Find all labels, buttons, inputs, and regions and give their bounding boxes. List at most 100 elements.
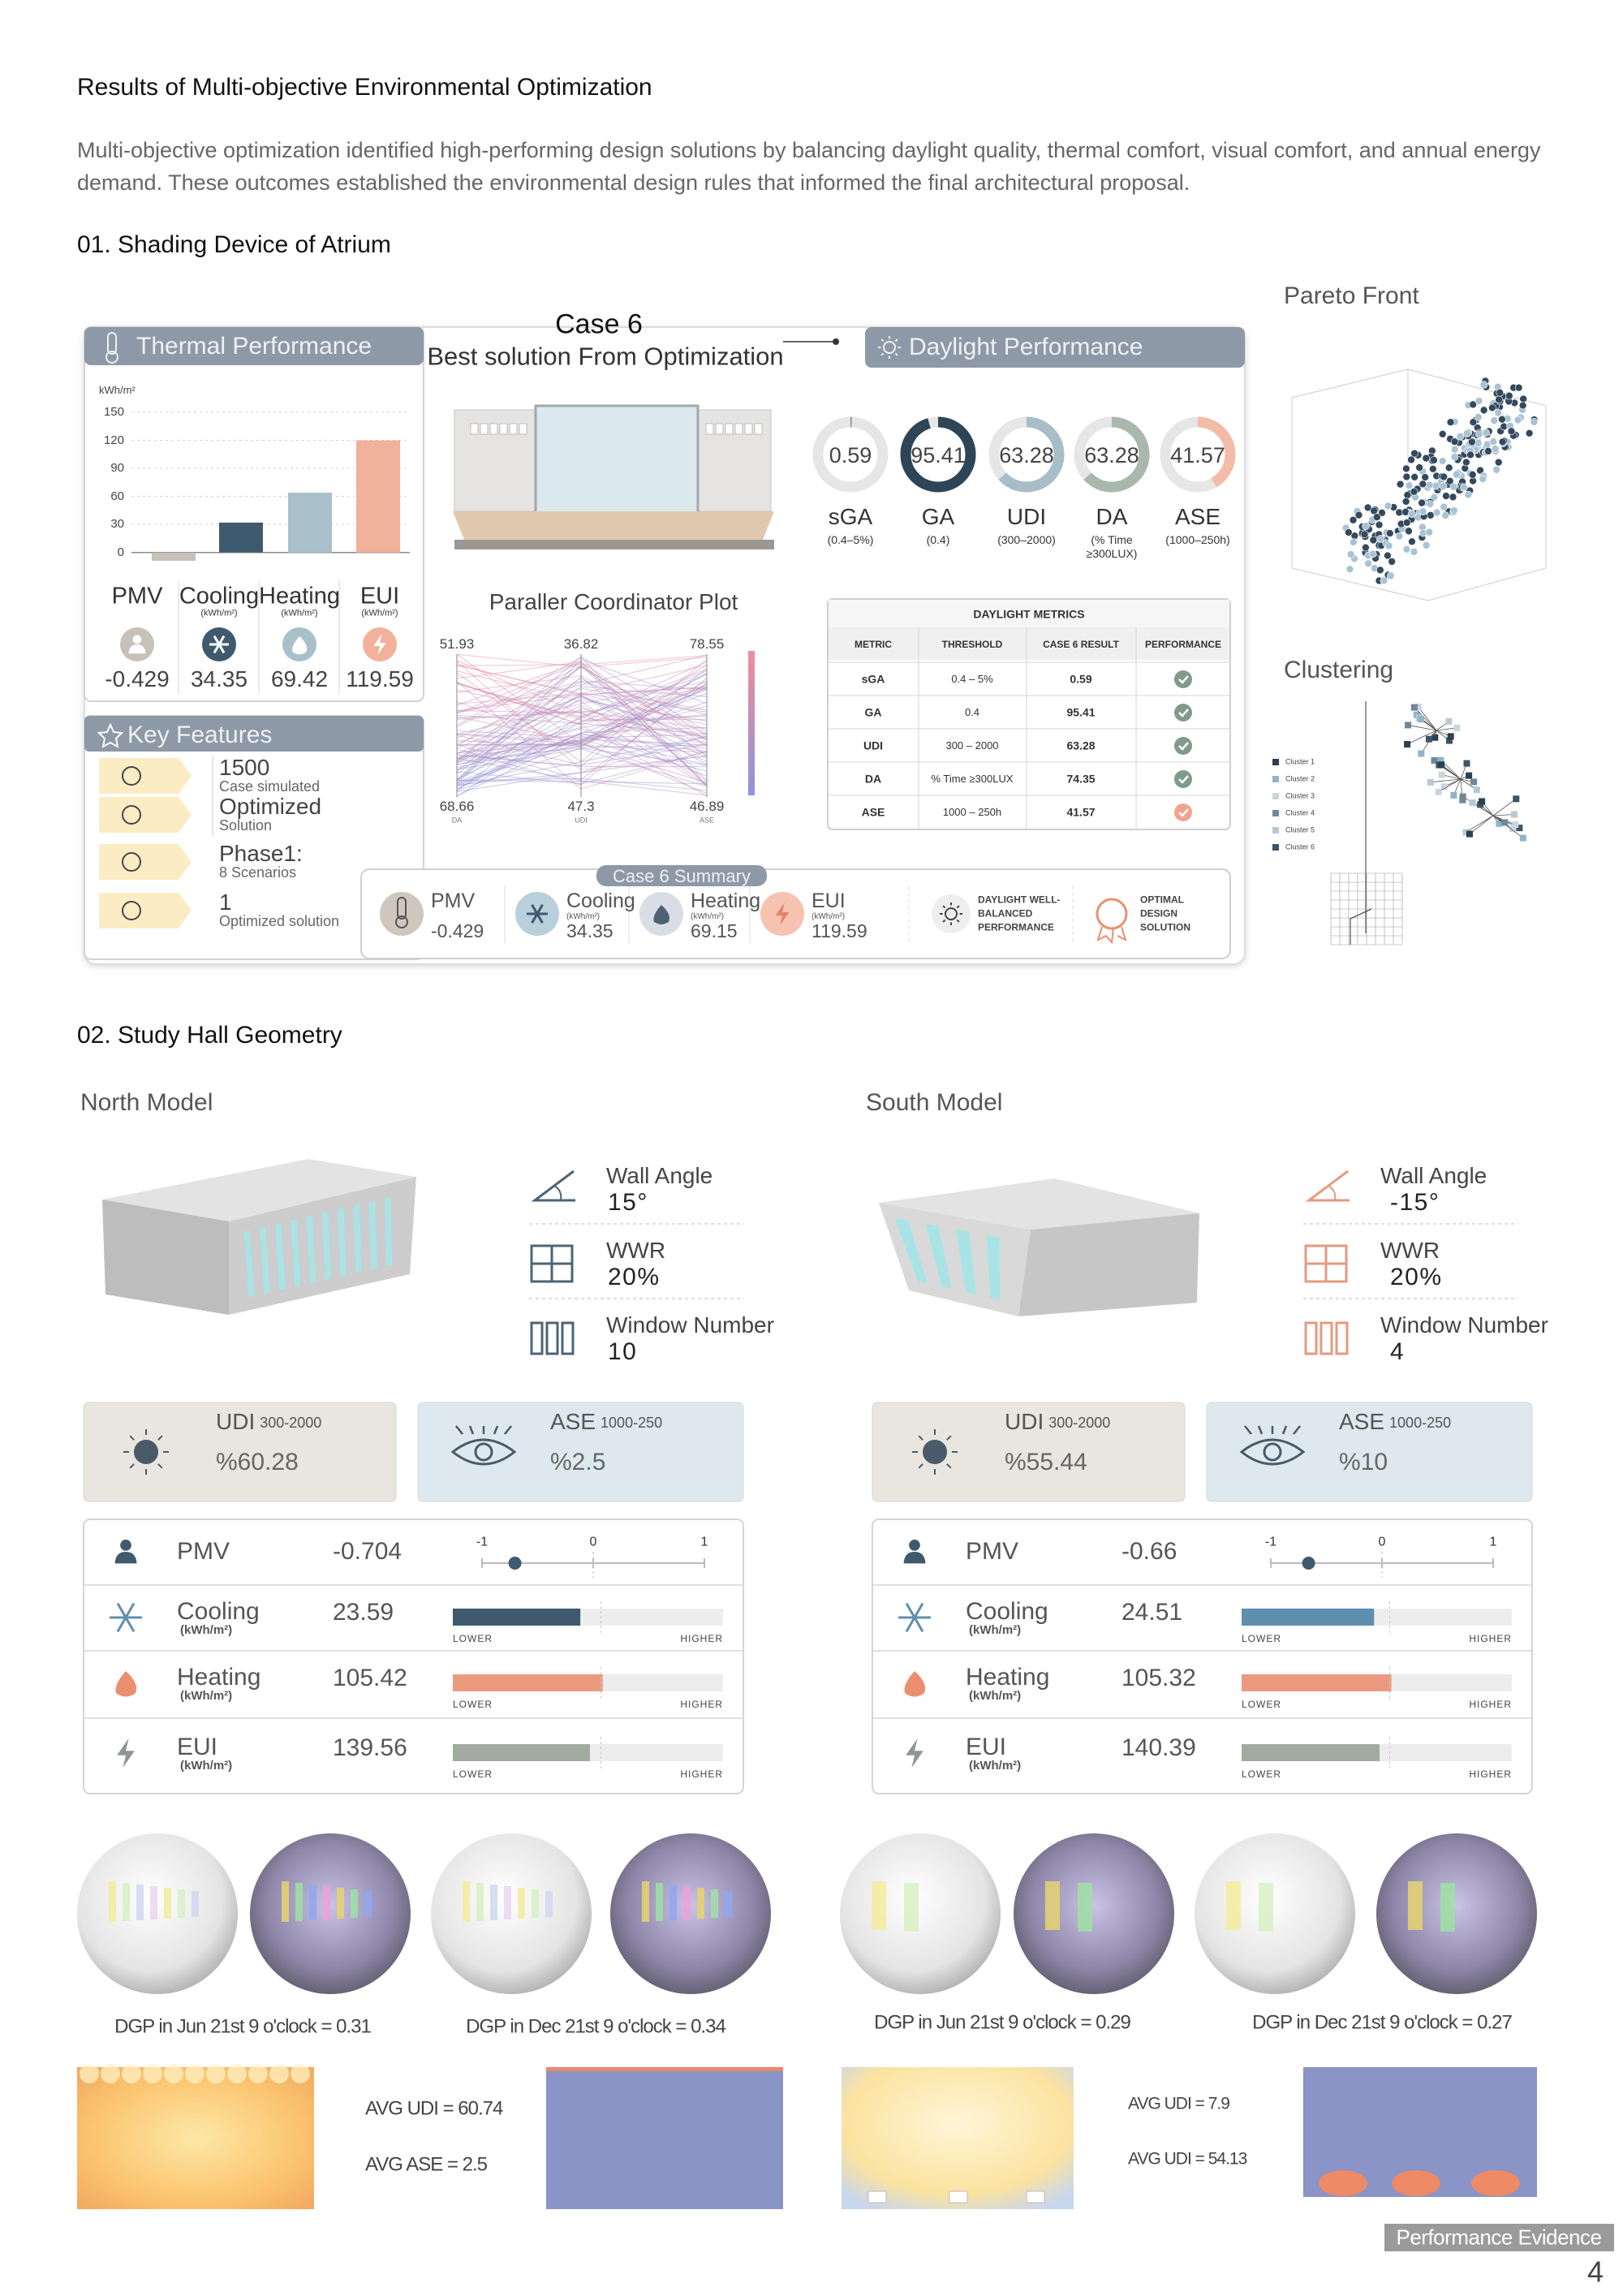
pareto-point [1349, 515, 1358, 524]
pareto-point [1476, 466, 1484, 475]
render-window [463, 1881, 470, 1922]
pareto-point [1410, 473, 1419, 481]
text: 4 [1586, 2255, 1604, 2289]
pareto-point [1498, 437, 1507, 446]
pareto-point [1513, 416, 1522, 424]
building [534, 404, 700, 517]
card [83, 1402, 397, 1502]
check [1174, 737, 1192, 755]
icon [653, 905, 669, 925]
render-window [476, 1883, 484, 1921]
building [734, 423, 743, 435]
pareto-point [1376, 535, 1385, 543]
pareto-point [1438, 457, 1447, 465]
icon [909, 1540, 920, 1551]
cluster-point [1418, 750, 1425, 757]
cluster-link [1418, 706, 1437, 731]
ring-range: (% Time ≥300LUX) [1086, 533, 1138, 560]
heatmap [1026, 2190, 1045, 2203]
pareto-point [1402, 519, 1411, 527]
heatmap [1319, 2170, 1367, 2196]
text: (kWh/m²) [691, 912, 725, 921]
cluster-link [1472, 802, 1494, 816]
pareto-point [1384, 502, 1393, 510]
table-header-bg [829, 627, 1229, 660]
pareto-point [1405, 481, 1414, 489]
y-tick-label: 150 [103, 405, 124, 419]
icon [918, 1463, 923, 1469]
icon [561, 1321, 575, 1355]
heatmap [206, 2064, 226, 2083]
pareto-point [1441, 511, 1450, 519]
bar [356, 440, 400, 553]
icon [397, 897, 407, 920]
heatmap [1392, 2170, 1440, 2196]
pareto-point [1505, 391, 1513, 400]
text: South Model [866, 1089, 1003, 1116]
icon [894, 352, 898, 356]
icon [129, 1463, 135, 1469]
text: (kWh/m²) [200, 608, 238, 618]
pareto-point [1474, 397, 1483, 405]
pareto-point [1479, 475, 1487, 483]
pareto-point [1407, 510, 1416, 519]
building [509, 423, 518, 435]
building [480, 423, 489, 435]
text: 1000-250 [1389, 1415, 1452, 1432]
icon [946, 1435, 952, 1441]
text: 300-2000 [1048, 1415, 1111, 1432]
feature-tag [99, 893, 192, 928]
icon [122, 901, 141, 920]
pareto-point [1360, 530, 1369, 539]
text: DA [451, 816, 463, 825]
bar [1242, 1674, 1392, 1691]
cluster-point [1459, 793, 1466, 800]
heatmap [546, 2067, 783, 2209]
text: %60.28 [216, 1449, 299, 1475]
text: DAYLIGHT METRICS [973, 607, 1085, 621]
y-tick-label: 90 [110, 461, 124, 476]
icon [956, 905, 960, 909]
cluster-point [1453, 724, 1461, 731]
icon [129, 1435, 135, 1441]
text: DA [864, 772, 882, 786]
ring-value: 0.59 [829, 442, 872, 467]
text: PMV [177, 1538, 230, 1565]
icon [105, 351, 118, 364]
text: kWh/m² [99, 384, 136, 397]
icon [545, 1321, 559, 1355]
pareto-point [1466, 450, 1474, 459]
icon-badge [1096, 898, 1128, 930]
text: 300 – 2000 [945, 739, 999, 752]
pareto-point [1431, 481, 1440, 490]
icon [1281, 1425, 1288, 1435]
card [872, 1402, 1186, 1502]
render-window [669, 1885, 677, 1920]
pareto-point [1449, 493, 1457, 502]
render-window [1259, 1883, 1273, 1932]
heatmap [80, 2064, 99, 2083]
text: 105.32 [1121, 1665, 1196, 1691]
text: 105.42 [333, 1665, 407, 1691]
window [986, 1234, 1001, 1300]
ring-arc [900, 416, 976, 493]
pareto-point [1384, 551, 1392, 560]
text: %2.5 [550, 1449, 606, 1475]
ring-value: 63.28 [999, 442, 1054, 467]
icon [1244, 1425, 1252, 1435]
text: WWR [606, 1238, 666, 1264]
text: Case 6 [555, 308, 643, 340]
pareto-point [1495, 395, 1503, 404]
pareto-point [1425, 528, 1433, 536]
text: 36.82 [563, 635, 599, 652]
render-window [697, 1888, 704, 1919]
icon [120, 1540, 131, 1551]
text: HIGHER [680, 1698, 723, 1710]
cluster-point [1479, 798, 1486, 805]
window [385, 1197, 393, 1266]
text: Clustering [1284, 657, 1394, 683]
pareto-point [1429, 464, 1437, 473]
window [894, 1217, 928, 1284]
pareto-point [1370, 506, 1378, 515]
text: ASE [699, 816, 715, 825]
